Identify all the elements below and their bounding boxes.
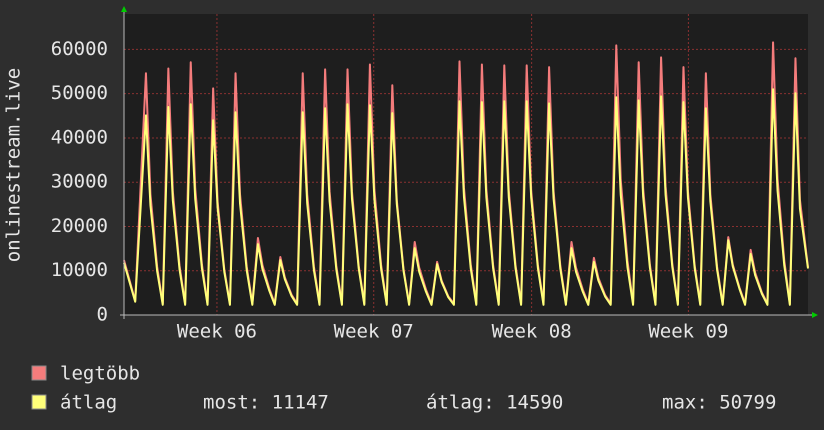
legend-swatch: [31, 365, 47, 381]
y-axis-label: onlinestream.live: [3, 68, 25, 262]
legend-label: legtöbb: [60, 363, 140, 385]
y-tick-label: 60000: [51, 38, 108, 60]
legend-stat: most: 11147: [203, 392, 329, 414]
y-tick-label: 20000: [51, 215, 108, 237]
x-tick-label: Week 07: [334, 321, 414, 343]
axis-arrow: [121, 6, 127, 12]
legend-stat: átlag: 14590: [426, 392, 563, 414]
axis-arrow: [812, 312, 818, 318]
y-tick-label: 40000: [51, 126, 108, 148]
plot-area: [124, 14, 808, 315]
y-tick-label: 30000: [51, 171, 108, 193]
legend-swatch: [31, 394, 47, 410]
x-tick-label: Week 08: [492, 321, 572, 343]
legend-stat: max: 50799: [662, 392, 776, 414]
legend-label: átlag: [60, 392, 117, 414]
y-tick-label: 50000: [51, 82, 108, 104]
y-tick-label: 10000: [51, 259, 108, 281]
x-tick-label: Week 06: [177, 321, 257, 343]
y-tick-label: 0: [97, 304, 108, 326]
series-line: [123, 88, 809, 306]
x-tick-label: Week 09: [648, 321, 728, 343]
